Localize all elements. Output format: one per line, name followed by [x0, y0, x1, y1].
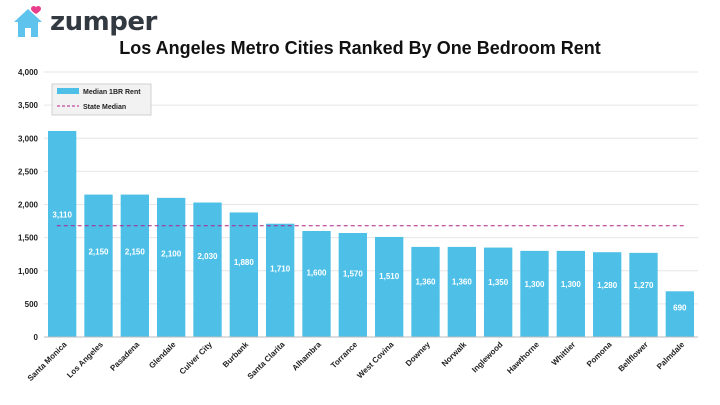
bar — [665, 291, 695, 337]
x-tick-label: Los Angeles — [65, 340, 105, 380]
y-tick-label: 2,000 — [18, 201, 39, 210]
bar — [338, 232, 368, 337]
bar — [302, 231, 331, 337]
x-tick-label: Torrance — [329, 340, 360, 371]
x-tick-label: Alhambra — [290, 340, 323, 373]
bar — [520, 250, 549, 337]
x-tick-label: Hawthorne — [505, 340, 541, 376]
x-tick-label: Burbank — [221, 340, 251, 370]
bar-data-labels: 3,110 2,150 2,150 2,100 2,030 1,880 1,710 1,600… — [52, 210, 687, 312]
x-tick-label: Culver City — [178, 340, 215, 377]
bar-data-label: 1,350 — [488, 278, 509, 287]
bar-data-label: 2,100 — [161, 249, 182, 258]
bar-data-label: 690 — [673, 303, 687, 312]
bar-data-label: 1,510 — [379, 272, 400, 281]
bar — [411, 246, 440, 337]
bar-data-label: 1,300 — [524, 280, 545, 289]
bar — [193, 202, 222, 337]
x-tick-label: Inglewood — [470, 340, 504, 374]
bars — [47, 130, 695, 337]
bar-data-label: 1,300 — [561, 280, 582, 289]
bar-data-label: 1,360 — [415, 278, 436, 287]
y-tick-label: 500 — [25, 300, 39, 309]
x-tick-label: Santa Clarita — [246, 340, 287, 381]
bar — [84, 194, 113, 337]
x-tick-label: Norwalk — [440, 340, 469, 369]
bar-data-label: 1,570 — [343, 270, 364, 279]
bar-data-label: 2,030 — [197, 252, 218, 261]
bar — [229, 212, 259, 337]
zumper-logo: zumper — [10, 4, 157, 40]
legend-label-state-median: State Median — [83, 104, 126, 111]
bar-data-label: 3,110 — [52, 210, 72, 219]
x-tick-label: Pasadena — [108, 340, 141, 373]
bar-data-label: 2,150 — [125, 247, 146, 256]
legend-swatch-median-1br-rent — [57, 88, 79, 94]
y-tick-label: 1,000 — [18, 267, 39, 276]
bar — [629, 252, 658, 337]
y-tick-label: 3,500 — [18, 101, 39, 110]
y-axis-ticks: 0 500 1,000 1,500 2,000 2,500 3,000 3,500 4,000 — [18, 68, 39, 342]
legend: Median 1BR Rent State Median — [51, 83, 152, 116]
x-tick-label: Palmdale — [655, 340, 687, 372]
bar-data-label: 1,600 — [306, 269, 327, 278]
grid-lines — [44, 71, 698, 305]
bar-data-label: 2,150 — [88, 247, 109, 256]
bar-data-label: 1,710 — [270, 264, 291, 273]
chart-title: Los Angeles Metro Cities Ranked By One B… — [119, 38, 601, 58]
bar-data-label: 1,270 — [633, 281, 654, 290]
bar — [156, 197, 186, 337]
bar — [483, 247, 513, 337]
y-tick-label: 4,000 — [18, 68, 39, 77]
y-tick-label: 2,500 — [18, 167, 39, 176]
bar-data-label: 1,880 — [234, 258, 255, 267]
bar — [47, 130, 77, 337]
x-tick-label: Downey — [404, 340, 432, 368]
x-tick-label: Whittier — [550, 340, 577, 367]
x-tick-label: Pomona — [585, 340, 614, 369]
bar — [592, 252, 622, 337]
y-tick-label: 3,000 — [18, 134, 39, 143]
bar-data-label: 1,280 — [597, 281, 618, 290]
house-with-heart-icon — [14, 5, 42, 37]
bar-data-label: 1,360 — [452, 278, 473, 287]
x-tick-label: Santa Monica — [26, 340, 69, 383]
bar — [265, 223, 295, 337]
bar — [556, 250, 586, 337]
x-tick-label: West Covina — [355, 340, 396, 381]
bar — [120, 194, 150, 337]
bar — [374, 236, 404, 337]
y-tick-label: 1,500 — [18, 234, 39, 243]
x-tick-label: Bellflower — [617, 340, 650, 373]
brand-name: zumper — [50, 7, 157, 37]
bar — [447, 246, 477, 337]
x-tick-label: Glendale — [147, 340, 178, 371]
legend-label-median-1br-rent: Median 1BR Rent — [83, 89, 141, 96]
y-tick-label: 0 — [34, 333, 39, 342]
